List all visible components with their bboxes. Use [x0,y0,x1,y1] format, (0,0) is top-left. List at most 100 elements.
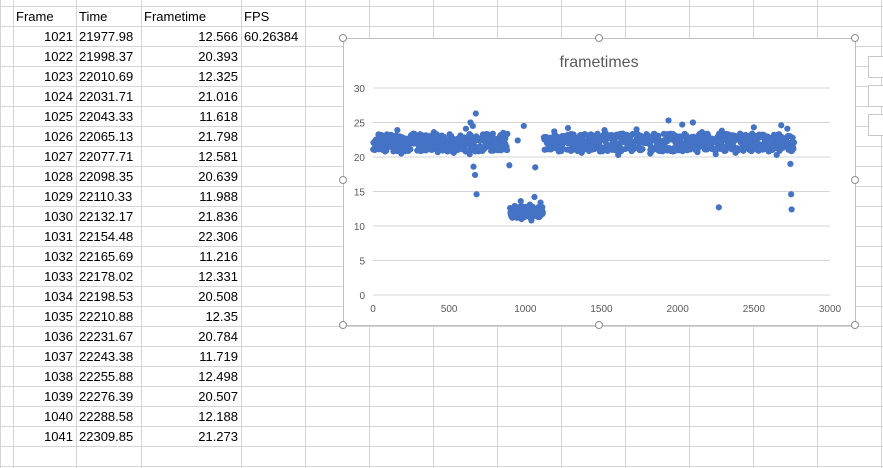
resize-handle-top[interactable] [595,34,603,42]
time-cell[interactable]: 22231.67 [79,329,134,344]
frametime-cell[interactable]: 22.306 [198,229,238,244]
data-point [592,136,599,143]
time-cell[interactable]: 22243.38 [79,349,134,364]
frametime-cell[interactable]: 20.393 [198,49,238,64]
frame-cell[interactable]: 1033 [44,269,73,284]
frametime-cell[interactable]: 12.566 [198,29,238,44]
header-cell[interactable]: Time [79,9,108,24]
frame-cell[interactable]: 1029 [44,189,73,204]
frametime-cell[interactable]: 21.798 [198,129,238,144]
data-point [430,129,438,136]
frametime-cell[interactable]: 11.618 [199,109,238,124]
time-cell[interactable]: 22198.53 [79,289,134,304]
data-point [651,131,658,138]
data-point [426,143,433,150]
frametime-cell[interactable]: 11.216 [199,249,238,264]
header-cell[interactable]: Frame [16,9,54,24]
resize-handle-top-left[interactable] [339,34,347,42]
resize-handle-left[interactable] [339,176,347,184]
frame-cell[interactable]: 1037 [44,349,73,364]
time-cell[interactable]: 22309.85 [79,429,134,444]
frametime-cell[interactable]: 20.639 [198,169,238,184]
frametime-cell[interactable]: 12.331 [198,269,238,284]
data-point [778,122,785,129]
resize-handle-right[interactable] [851,176,859,184]
time-cell[interactable]: 22178.02 [79,269,134,284]
frame-cell[interactable]: 1032 [44,249,73,264]
header-cell[interactable]: Frametime [144,9,207,24]
header-cell[interactable]: FPS [244,9,270,24]
frametime-cell[interactable]: 12.581 [198,149,238,164]
data-point [537,199,544,206]
frame-cell[interactable]: 1041 [44,429,73,444]
frametime-cell[interactable]: 12.498 [198,369,238,384]
time-cell[interactable]: 22031.71 [79,89,134,104]
fps-cell[interactable]: 60.26384 [244,29,299,44]
frametime-cell[interactable]: 21.836 [198,209,238,224]
frame-cell[interactable]: 1022 [44,49,73,64]
frametime-cell[interactable]: 11.719 [199,349,238,364]
time-cell[interactable]: 22165.69 [79,249,134,264]
data-point [446,132,454,139]
time-cell[interactable]: 22110.33 [79,189,133,204]
frame-cell[interactable]: 1040 [44,409,73,424]
data-point [466,151,473,158]
frametime-cell[interactable]: 20.507 [198,389,238,404]
frame-cell[interactable]: 1035 [44,309,73,324]
data-point [723,144,730,152]
data-point [443,141,450,148]
data-point [506,162,513,169]
frametime-cell[interactable]: 12.35 [205,309,238,324]
time-cell[interactable]: 22098.35 [79,169,134,184]
frame-cell[interactable]: 1031 [44,229,73,244]
chart-filters-button[interactable] [868,114,883,136]
frame-cell[interactable]: 1036 [44,329,73,344]
frame-cell[interactable]: 1025 [44,109,73,124]
time-cell[interactable]: 22132.17 [79,209,134,224]
chart-styles-button[interactable] [868,85,883,107]
frametime-cell[interactable]: 21.273 [198,429,238,444]
frametime-cell[interactable]: 21.016 [198,89,238,104]
time-cell[interactable]: 22288.58 [79,409,134,424]
time-cell[interactable]: 22010.69 [79,69,134,84]
frametime-cell[interactable]: 12.188 [198,409,238,424]
data-point [487,147,495,154]
time-cell[interactable]: 22065.13 [79,129,134,144]
resize-handle-bottom[interactable] [595,321,603,329]
resize-handle-top-right[interactable] [851,34,859,42]
data-point [535,204,542,211]
time-cell[interactable]: 22276.39 [79,389,134,404]
frametime-cell[interactable]: 11.988 [199,189,238,204]
frame-cell[interactable]: 1023 [44,69,73,84]
frametime-cell[interactable]: 12.325 [198,69,238,84]
time-cell[interactable]: 22255.88 [79,369,134,384]
frame-cell[interactable]: 1027 [44,149,73,164]
time-cell[interactable]: 21998.37 [79,49,134,64]
data-point [769,135,776,142]
time-cell[interactable]: 22077.71 [79,149,134,164]
time-cell[interactable]: 22154.48 [79,229,134,244]
scatter-chart[interactable]: frametimes 0 5 10 15 20 25 30 0 500 1000 1500 2000 2… [343,38,856,326]
resize-handle-bottom-right[interactable] [851,321,859,329]
time-cell[interactable]: 22043.33 [79,109,134,124]
chart-title[interactable]: frametimes [559,54,638,71]
frame-cell[interactable]: 1026 [44,129,73,144]
frame-cell[interactable]: 1034 [44,289,73,304]
data-point-cluster [683,132,690,139]
y-tick-label: 20 [354,153,366,164]
frame-cell[interactable]: 1030 [44,209,73,224]
time-cell[interactable]: 22210.88 [79,309,134,324]
data-point [406,145,413,152]
resize-handle-bottom-left[interactable] [339,321,347,329]
frame-cell[interactable]: 1038 [44,369,73,384]
frame-cell[interactable]: 1028 [44,169,73,184]
frame-cell[interactable]: 1024 [44,89,73,104]
chart-elements-button[interactable] [868,56,883,78]
frametime-cell[interactable]: 20.508 [198,289,238,304]
frame-cell[interactable]: 1021 [44,29,73,44]
frame-cell[interactable]: 1039 [44,389,73,404]
data-point [517,198,524,205]
frametime-cell[interactable]: 20.784 [198,329,238,344]
time-cell[interactable]: 21977.98 [79,29,134,44]
